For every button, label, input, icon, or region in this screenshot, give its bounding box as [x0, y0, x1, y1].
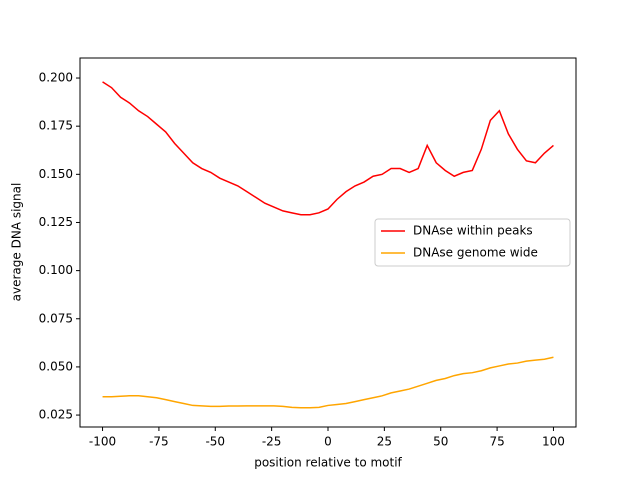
y-tick-label: 0.050	[39, 359, 73, 373]
x-tick-label: 75	[489, 435, 504, 449]
x-tick-label: -75	[149, 435, 169, 449]
y-tick-label: 0.025	[39, 408, 73, 422]
legend-label: DNAse genome wide	[413, 246, 538, 260]
y-tick-label: 0.100	[39, 263, 73, 277]
x-tick-label: -50	[205, 435, 225, 449]
line-series	[102, 356, 554, 409]
y-axis-label: average DNA signal	[10, 183, 24, 302]
x-tick-label: 50	[433, 435, 448, 449]
x-tick-label: 0	[324, 435, 332, 449]
y-tick-label: 0.150	[39, 167, 73, 181]
legend: DNAse within peaks DNAse genome wide	[374, 218, 571, 267]
x-tick-label: 100	[542, 435, 565, 449]
line-series	[102, 81, 554, 216]
y-tick-label: 0.175	[39, 119, 73, 133]
y-tick-label: 0.125	[39, 215, 73, 229]
x-tick-label: -100	[89, 435, 116, 449]
x-axis-label: position relative to motif	[254, 456, 402, 470]
y-tick-label: 0.200	[39, 71, 73, 85]
legend-frame	[374, 218, 571, 267]
y-tick-label: 0.075	[39, 311, 73, 325]
legend-label: DNAse within peaks	[413, 224, 533, 238]
x-tick-label: 25	[377, 435, 392, 449]
x-tick-label: -25	[262, 435, 282, 449]
